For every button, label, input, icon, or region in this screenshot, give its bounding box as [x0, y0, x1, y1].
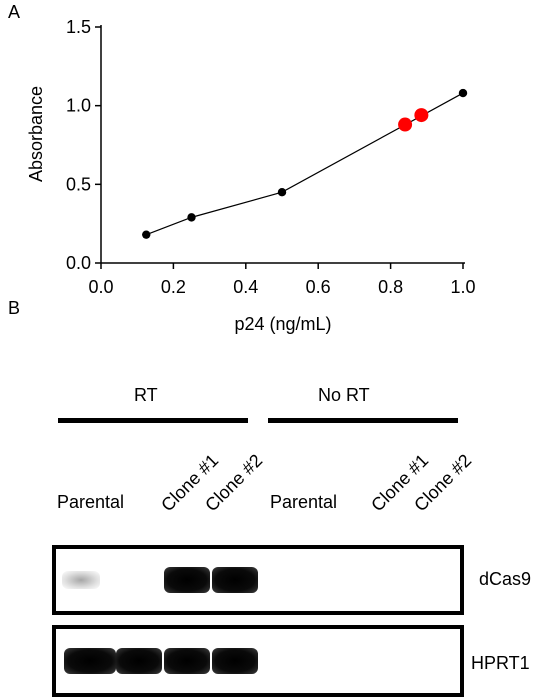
standard-point: [142, 230, 151, 239]
blot-hprt1: [52, 625, 464, 697]
band-dcas9-clone2-rt: [212, 567, 258, 593]
blot-dcas9: [52, 545, 464, 615]
band-hprt1-parental-no-rt: [212, 648, 258, 674]
lane-label-parental-rt: Parental: [57, 492, 125, 512]
band-hprt1-parental-rt: [64, 648, 116, 674]
sample-point: [398, 117, 413, 132]
panel-b-label: B: [8, 298, 21, 318]
lane-label-parental-no-rt: Parental: [270, 492, 338, 512]
absorbance-chart: 0.0 0.2 0.4 0.6 0.8 1.0 0.0 0.5 1.0 1.5 p24 (ng/m…: [26, 17, 476, 334]
y-axis-label: Absorbance: [26, 86, 46, 182]
y-tick-label: 1.0: [66, 96, 91, 116]
x-tick-label: 0.2: [161, 277, 186, 297]
x-tick-label: 0.0: [88, 277, 113, 297]
x-tick-label: 0.4: [233, 277, 258, 297]
marker-label-dcas9: dCas9: [479, 569, 532, 589]
chart-series: [142, 88, 468, 239]
group-bar-rt: [58, 418, 248, 423]
panel-a-label: A: [8, 2, 21, 22]
marker-label-hprt1: HPRT1: [471, 653, 530, 673]
x-axis-label: p24 (ng/mL): [234, 314, 331, 334]
group-label-no-rt: No RT: [318, 385, 370, 405]
standard-curve-line: [146, 92, 464, 236]
y-tick-label: 1.5: [66, 17, 91, 37]
chart-axes: [100, 25, 465, 264]
band-dcas9-parental-rt: [62, 571, 100, 589]
chart-ticks: 0.0 0.2 0.4 0.6 0.8 1.0 0.0 0.5 1.0 1.5: [66, 17, 476, 297]
group-bar-no-rt: [268, 418, 458, 423]
x-tick-label: 0.8: [378, 277, 403, 297]
x-tick-label: 0.6: [306, 277, 331, 297]
band-dcas9-clone1-rt: [164, 567, 210, 593]
x-tick-label: 1.0: [450, 277, 475, 297]
standard-point: [187, 213, 196, 222]
y-tick-label: 0.0: [66, 253, 91, 273]
band-hprt1-clone1-rt: [116, 648, 162, 674]
standard-point: [277, 188, 287, 197]
sample-point: [414, 108, 429, 123]
standard-point: [458, 88, 468, 98]
group-label-rt: RT: [134, 385, 158, 405]
y-tick-label: 0.5: [66, 174, 91, 194]
band-hprt1-clone2-rt: [164, 648, 210, 674]
